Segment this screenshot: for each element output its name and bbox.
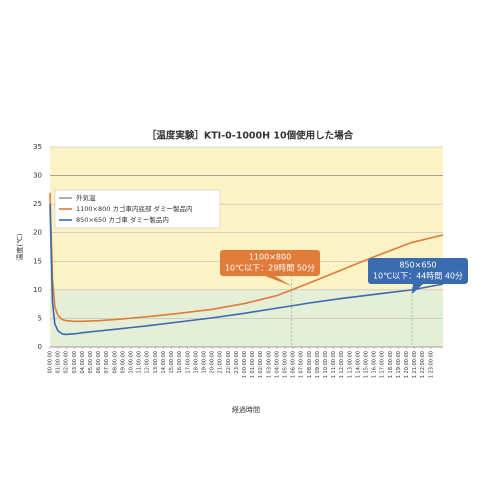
x-tick-label: 02:00:00: [64, 351, 70, 373]
x-tick-label: 06:00:00: [96, 351, 102, 373]
x-tick-label: 1 16:00:00: [372, 351, 378, 378]
x-tick-label: 1 04:00:00: [274, 351, 280, 378]
x-tick-label: 1 07:00:00: [299, 351, 305, 378]
x-tick-label: 1 22:00:00: [420, 351, 426, 378]
x-axis-label: 経過時間: [232, 405, 260, 414]
x-tick-label: 05:00:00: [88, 351, 94, 373]
x-tick-label: 1 19:00:00: [396, 351, 402, 378]
annotation-pointer: [411, 284, 423, 294]
x-tick-label: 1 05:00:00: [282, 351, 288, 378]
x-tick-label: 1 15:00:00: [364, 351, 370, 378]
x-tick-label: 1 17:00:00: [380, 351, 386, 378]
x-tick-label: 03:00:00: [72, 351, 78, 373]
x-tick-label: 18:00:00: [193, 351, 199, 373]
x-tick-label: 01:00:00: [56, 351, 62, 373]
x-tick-label: 1 14:00:00: [355, 351, 361, 378]
x-tick-label: 07:00:00: [104, 351, 110, 373]
x-tick-label: 08:00:00: [112, 351, 118, 373]
y-tick-label: 20: [33, 229, 42, 237]
x-tick-label: 1 02:00:00: [258, 351, 264, 378]
chart-title: ［温度実験］KTI-0-1000H 10個使用した場合: [147, 130, 354, 142]
y-tick-label: 25: [33, 200, 42, 208]
x-tick-label: 1 00:00:00: [242, 351, 248, 378]
series-line: [49, 204, 444, 336]
x-tick-label: 19:00:00: [201, 351, 207, 373]
y-tick-label: 0: [38, 343, 42, 351]
x-tick-label: 11:00:00: [137, 351, 143, 373]
legend-label: 850×650 カゴ車 ダミー製品内: [76, 215, 169, 224]
series-line: [49, 192, 444, 323]
x-tick-label: 1 12:00:00: [339, 351, 345, 378]
y-axis-label: 温度(℃): [15, 233, 24, 261]
x-tick-label: 1 09:00:00: [315, 351, 321, 378]
x-tick-label: 20:00:00: [210, 351, 216, 373]
x-tick-label: 04:00:00: [80, 351, 86, 373]
y-tick-label: 15: [33, 257, 42, 265]
x-tick-label: 1 08:00:00: [307, 351, 313, 378]
x-tick-label: 10:00:00: [129, 351, 135, 373]
x-tick-label: 21:00:00: [218, 351, 224, 373]
legend-label: 外気温: [76, 193, 96, 202]
y-tick-label: 5: [38, 314, 42, 322]
annotation-box: [220, 250, 320, 276]
x-tick-label: 23:00:00: [234, 351, 240, 373]
y-tick-label: 30: [33, 172, 42, 180]
y-tick-label: 10: [33, 286, 42, 294]
x-tick-label: 16:00:00: [177, 351, 183, 373]
legend-box: [54, 189, 221, 229]
x-tick-label: 1 23:00:00: [428, 351, 434, 378]
x-tick-label: 1 21:00:00: [412, 351, 418, 378]
x-tick-label: 09:00:00: [120, 351, 126, 373]
x-tick-label: 12:00:00: [145, 351, 151, 373]
x-tick-label: 1 18:00:00: [388, 351, 394, 378]
x-tick-label: 1 06:00:00: [291, 351, 297, 378]
x-tick-label: 14:00:00: [161, 351, 167, 373]
annotation-pointer: [265, 276, 292, 286]
x-tick-label: 1 10:00:00: [323, 351, 329, 378]
annotation-text: 850×650: [399, 261, 436, 270]
annotation-text: 10℃以下：44時間 40分: [373, 272, 463, 281]
y-tick-label: 35: [33, 143, 42, 151]
x-tick-label: 1 13:00:00: [347, 351, 353, 378]
x-tick-label: 17:00:00: [185, 351, 191, 373]
annotation-text: 10℃以下：29時間 50分: [225, 264, 315, 273]
annotation-text: 1100×800: [249, 253, 291, 262]
x-tick-label: 15:00:00: [169, 351, 175, 373]
x-tick-label: 1 01:00:00: [250, 351, 256, 378]
legend: 外気温 1100×800 カゴ車内底部 ダミー製品内 850×650 カゴ車 ダミー…: [54, 189, 221, 229]
x-tick-label: 00:00:00: [48, 351, 54, 373]
x-tick-label: 1 20:00:00: [404, 351, 410, 378]
x-tick-label: 22:00:00: [226, 351, 232, 373]
x-tick-label: 13:00:00: [153, 351, 159, 373]
legend-label: 1100×800 カゴ車内底部 ダミー製品内: [76, 204, 193, 213]
x-tick-label: 1 03:00:00: [266, 351, 272, 378]
annotation-box: [368, 258, 468, 284]
x-tick-label: 1 11:00:00: [331, 351, 337, 378]
